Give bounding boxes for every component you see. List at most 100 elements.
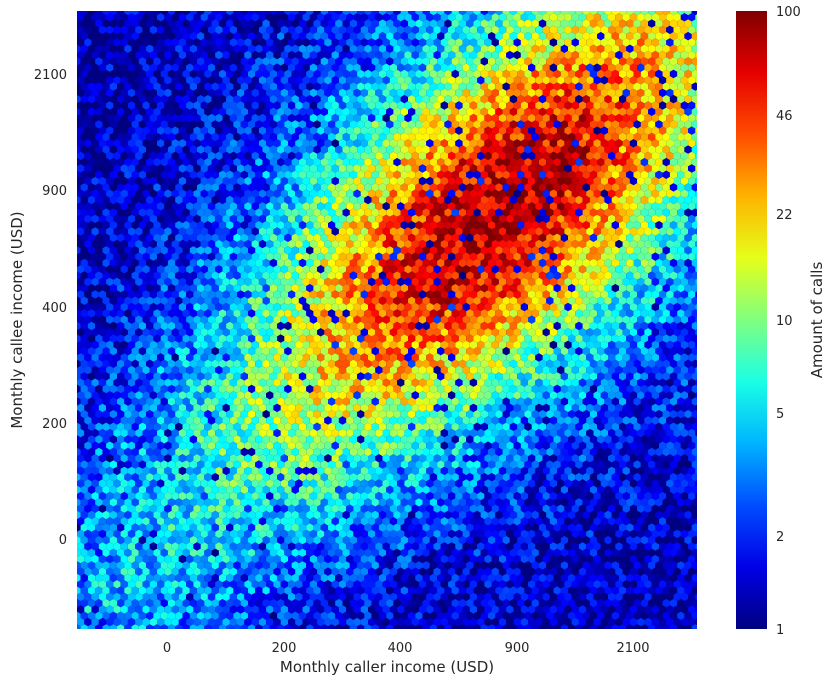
hexbin-cell [513, 189, 521, 198]
hexbin-cell [87, 195, 96, 205]
hexbin-cell [306, 158, 314, 167]
hexbin-cell [240, 82, 248, 91]
hexbin-cell [109, 120, 117, 129]
hexbin-cell [335, 57, 343, 66]
hexbin-cell [553, 132, 561, 142]
hexbin-cell [251, 88, 259, 98]
hexbin-cell [578, 25, 587, 35]
hexbin-cell [542, 139, 550, 148]
hexbin-cell [469, 13, 478, 22]
hexbin-cell [229, 88, 237, 98]
hexbin-cell [124, 11, 132, 16]
hexbin-cell [549, 76, 558, 85]
hexbin-cell [127, 189, 136, 198]
hexbin-cell [498, 139, 507, 148]
hexbin-cell [149, 151, 157, 161]
hexbin-cell [309, 38, 318, 47]
hexbin-cell [338, 38, 347, 47]
hexbin-cell [215, 139, 223, 148]
hexbin-cell [491, 164, 499, 173]
hexbin-cell [167, 19, 176, 28]
hexbin-cell [422, 158, 430, 167]
hexbin-cell [77, 63, 85, 72]
hexbin-cell [360, 126, 368, 135]
hexbin-cell [280, 176, 288, 186]
hexbin-cell [466, 19, 474, 28]
hexbin-cell [513, 164, 521, 173]
hexbin-cell [222, 25, 230, 35]
hexbin-cell [244, 88, 252, 98]
hexbin-cell [662, 57, 670, 66]
hexbin-cell [146, 82, 154, 91]
hexbin-cell [448, 113, 456, 123]
hexbin-cell [109, 44, 117, 53]
hexbin-cell [368, 113, 376, 123]
hexbin-cell [600, 139, 608, 148]
hexbin-cell [644, 164, 652, 173]
hexbin-cell [691, 132, 697, 142]
hexbin-cell [677, 183, 685, 192]
hexbin-cell [437, 158, 445, 167]
hexbin-cell [684, 69, 692, 79]
hexbin-cell [277, 158, 285, 167]
hexbin-cell [368, 76, 376, 85]
hexbin-cell [669, 170, 678, 179]
hexbin-cell [397, 76, 405, 85]
hexbin-cell [146, 195, 154, 205]
hexbin-cell [371, 183, 379, 192]
hexbin-cell [680, 50, 689, 60]
hexbin-cell [622, 113, 630, 123]
hexbin-cell [338, 76, 347, 85]
hexbin-cell [277, 170, 285, 179]
hexbin-cell [248, 44, 256, 53]
hexbin-cell [622, 76, 630, 85]
hexbin-cell [408, 57, 416, 66]
hexbin-cell [651, 189, 659, 198]
hexbin-cell [266, 88, 274, 98]
hexbin-cell [531, 57, 539, 66]
hexbin-cell [251, 13, 259, 22]
hexbin-cell [578, 164, 587, 173]
hexbin-cell [338, 113, 347, 123]
hexbin-cell [95, 11, 103, 16]
hexbin-cell [524, 19, 532, 28]
hexbin-cell [699, 145, 706, 153]
hexbin-cell [535, 50, 543, 60]
hexbin-cell [408, 158, 416, 167]
hexbin-cell [451, 120, 459, 129]
hexbin-cell [331, 189, 339, 198]
hexbin-cell [258, 13, 267, 22]
hexbin-cell [109, 82, 117, 91]
hexbin-cell [633, 158, 641, 167]
hexbin-cell [411, 164, 419, 173]
hexbin-cell [269, 32, 278, 41]
hexbin-cell [277, 107, 285, 116]
hexbin-cell [218, 158, 227, 167]
hexbin-cell [204, 195, 212, 205]
hexbin-cell [197, 57, 205, 66]
hexbin-cell [615, 113, 623, 123]
hexbin-cell [291, 158, 299, 167]
hexbin-cell [426, 25, 434, 35]
hexbin-cell [488, 158, 496, 167]
hexbin-cell [462, 76, 470, 85]
hexbin-cell [480, 158, 488, 167]
hexbin-cell [218, 95, 227, 104]
hexbin-cell [226, 32, 234, 41]
hexbin-cell [462, 88, 470, 98]
hexbin-cell [564, 176, 572, 186]
hexbin-cell [182, 158, 190, 167]
hexbin-cell [153, 107, 161, 116]
hexbin-cell [484, 126, 492, 135]
hexbin-cell [237, 63, 245, 72]
hexbin-cell [146, 120, 154, 129]
hexbin-cell [535, 126, 543, 135]
hexbin-cell [178, 126, 187, 135]
hexbin-cell [258, 164, 267, 173]
hexbin-cell [131, 19, 139, 28]
hexbin-cell [415, 32, 423, 41]
hexbin-cell [357, 32, 365, 41]
hexbin-cell [353, 50, 361, 60]
hexbin-cell [197, 69, 205, 79]
